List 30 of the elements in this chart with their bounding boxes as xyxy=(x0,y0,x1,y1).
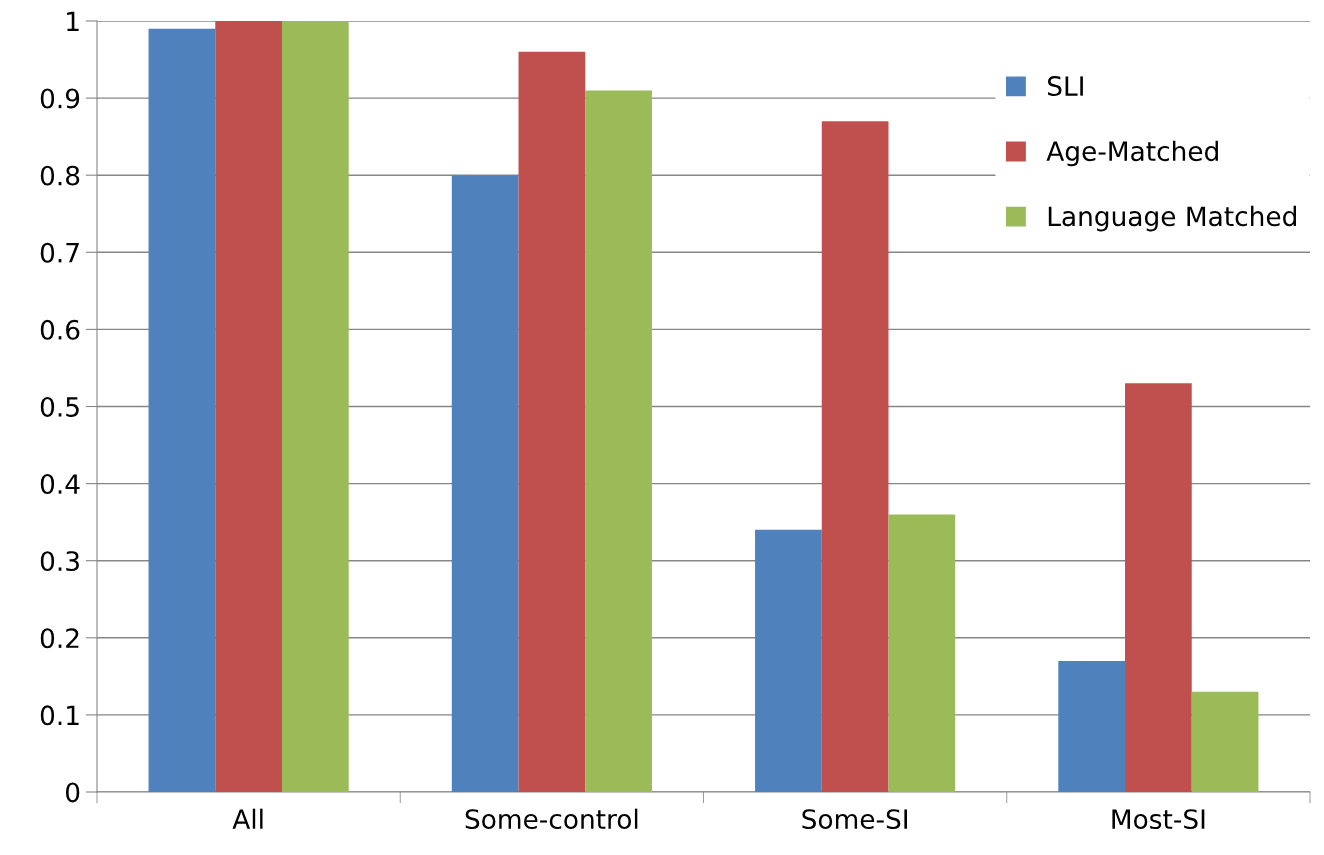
bar xyxy=(451,175,519,792)
legend-label: SLI xyxy=(1047,76,1083,97)
y-tick-label: 0.8 xyxy=(40,165,80,186)
x-tick-label: All xyxy=(232,808,263,829)
bar xyxy=(888,514,956,792)
bar xyxy=(281,21,349,792)
legend-label: Age-Matched xyxy=(1046,140,1218,167)
y-tick-label: 0.1 xyxy=(40,705,79,726)
bar xyxy=(1058,660,1126,792)
x-tick-label: Some-SI xyxy=(802,809,907,830)
bar xyxy=(518,51,586,792)
bar xyxy=(215,21,282,792)
y-tick-label: 1 xyxy=(67,11,79,32)
y-tick-label: 0.6 xyxy=(40,319,80,340)
y-tick-label: 0.9 xyxy=(40,88,80,109)
y-tick-label: 0.4 xyxy=(40,474,80,494)
y-tick-label: 0.5 xyxy=(40,396,79,417)
y-tick-label: 0.7 xyxy=(40,242,79,263)
bar xyxy=(148,28,216,792)
bar xyxy=(585,90,652,792)
x-tick-label: Most-SI xyxy=(1112,809,1205,830)
bar xyxy=(1125,383,1192,792)
bar xyxy=(821,121,889,792)
x-tick-label: Some-control xyxy=(465,808,638,830)
y-tick-label: 0 xyxy=(65,782,80,803)
bar xyxy=(1191,691,1259,792)
bar xyxy=(755,529,822,792)
y-tick-label: 0.2 xyxy=(40,628,79,649)
y-tick-label: 0.3 xyxy=(40,551,79,572)
legend-label: Language Matched xyxy=(1048,205,1296,232)
